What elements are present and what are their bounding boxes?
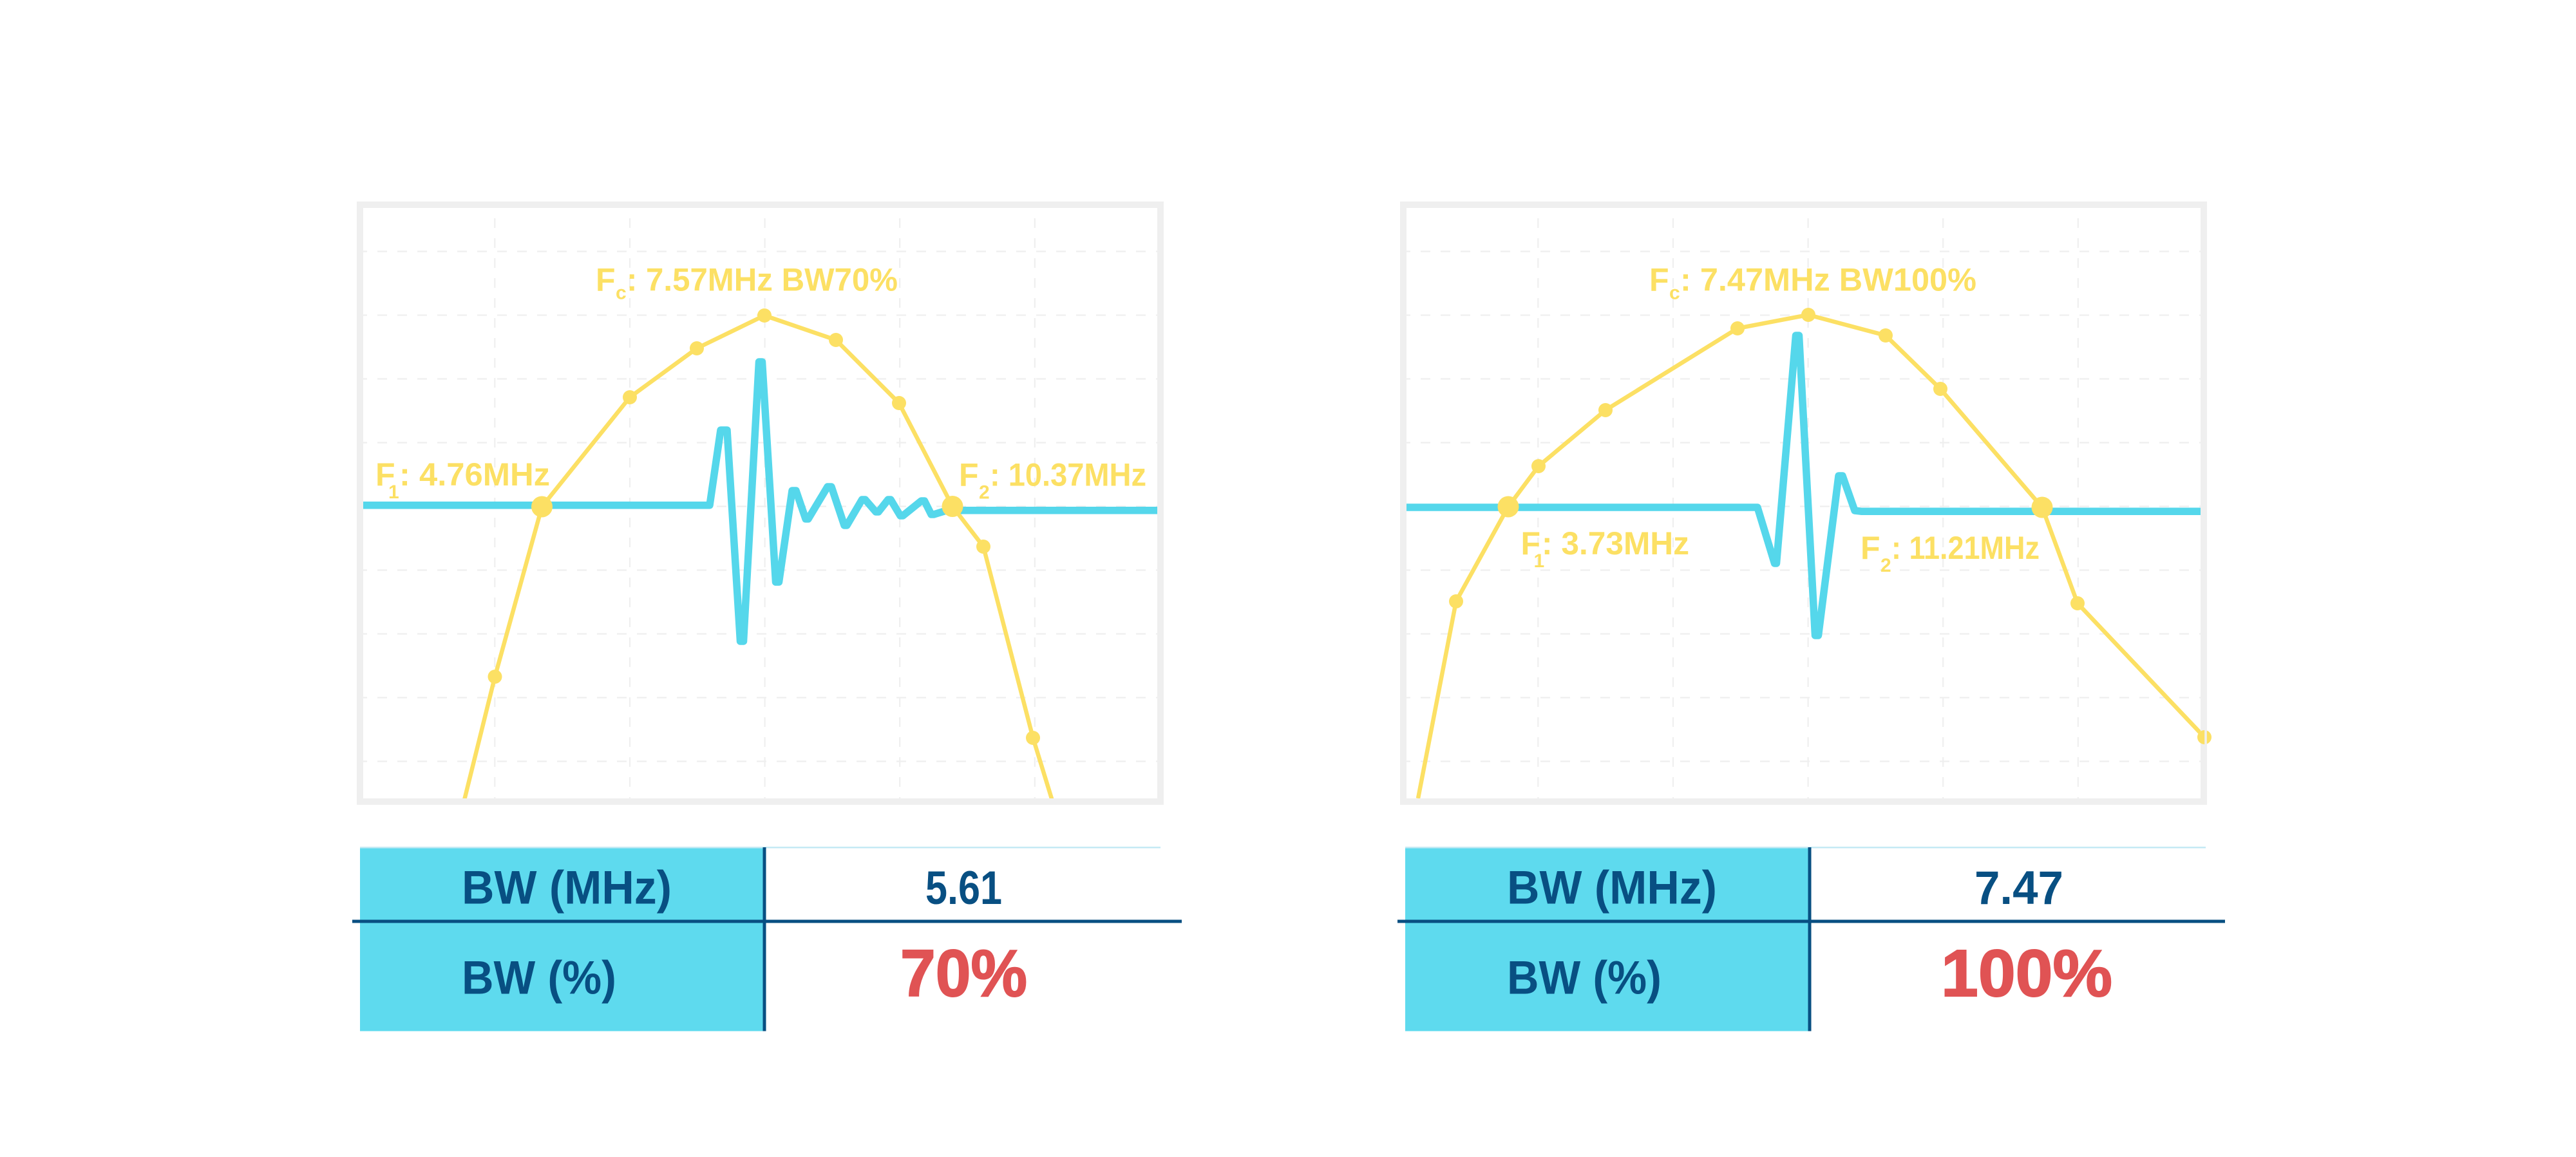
svg-text:F: F <box>1649 262 1669 298</box>
svg-text:BW (%): BW (%) <box>462 950 616 1004</box>
svg-text:2: 2 <box>1880 555 1891 576</box>
svg-text:5.61: 5.61 <box>925 861 1002 914</box>
svg-text:70%: 70% <box>900 936 1027 1010</box>
svg-text:F: F <box>1521 525 1541 561</box>
svg-text:c: c <box>1669 283 1680 304</box>
svg-text:BW (MHz): BW (MHz) <box>462 861 672 914</box>
svg-text:2: 2 <box>979 482 990 503</box>
svg-text:: 10.37MHz: : 10.37MHz <box>990 457 1146 493</box>
svg-text:F: F <box>375 456 395 493</box>
svg-text:: 4.76MHz: : 4.76MHz <box>399 456 550 493</box>
svg-text:100%: 100% <box>1941 936 2112 1010</box>
svg-text:F: F <box>1861 530 1880 566</box>
svg-text:F: F <box>596 262 616 298</box>
svg-text:1: 1 <box>388 482 399 503</box>
svg-text:BW (%): BW (%) <box>1507 950 1662 1004</box>
svg-text:: 11.21MHz: : 11.21MHz <box>1891 530 2040 566</box>
svg-text:c: c <box>616 283 627 304</box>
svg-text:1: 1 <box>1534 550 1545 572</box>
svg-text:: 7.57MHz BW70%: : 7.57MHz BW70% <box>627 262 898 298</box>
svg-text:7.47: 7.47 <box>1975 861 2063 914</box>
svg-text:: 7.47MHz BW100%: : 7.47MHz BW100% <box>1680 262 1976 298</box>
svg-text:BW (MHz): BW (MHz) <box>1507 861 1717 914</box>
svg-text:F: F <box>959 457 979 493</box>
svg-text:: 3.73MHz: : 3.73MHz <box>1542 525 1689 561</box>
